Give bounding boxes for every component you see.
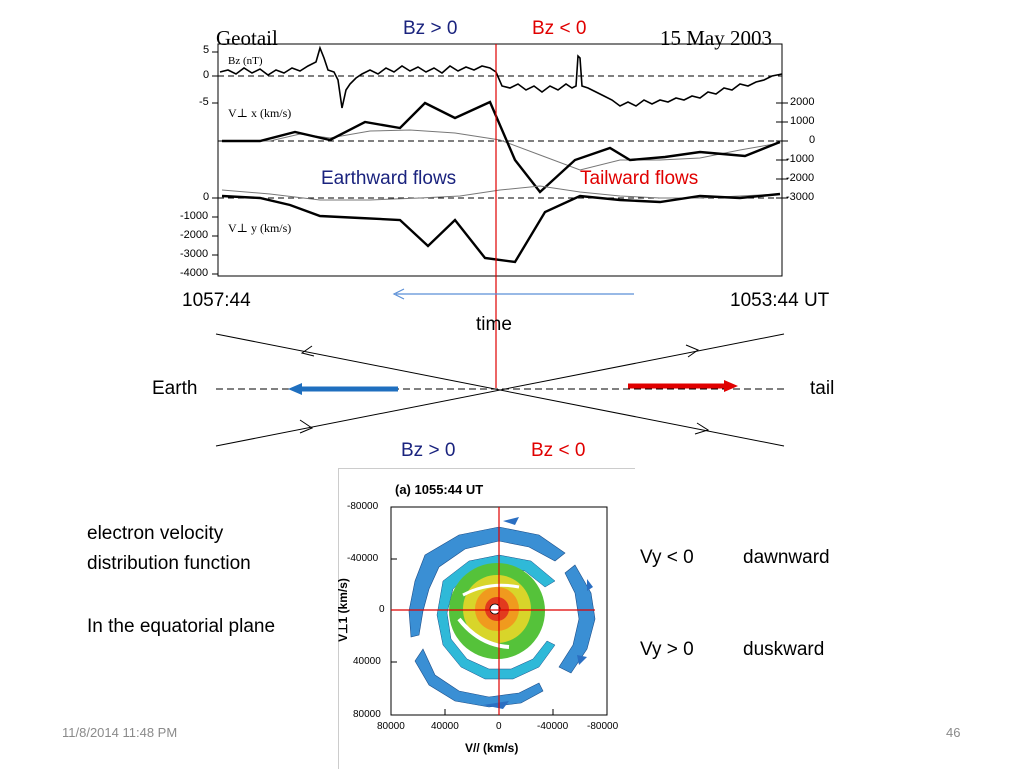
tailward-flows-label: Tailward flows	[580, 168, 699, 189]
slide-number: 46	[946, 725, 961, 740]
bz-negative-label-top: Bz < 0	[532, 18, 587, 39]
bz-tick-label: 0	[203, 69, 210, 81]
tail-label: tail	[810, 378, 835, 399]
vy-thick-trace	[221, 192, 781, 264]
earthward-flows-label: Earthward flows	[321, 168, 457, 189]
vx-tick-label: -1000	[786, 153, 815, 165]
side-text-line2: distribution function	[87, 553, 251, 574]
vx-tick-label: -3000	[786, 191, 815, 203]
vdf-y-tick: -40000	[347, 553, 379, 564]
vy-panel-label: V⊥ y (km/s)	[228, 221, 292, 235]
vx-panel-label: V⊥ x (km/s)	[228, 106, 292, 120]
vdf-x-tick: -80000	[587, 721, 619, 732]
vy-tick-label: -3000	[180, 248, 209, 260]
side-text-line1: electron velocity	[87, 523, 224, 544]
field-arrow	[300, 345, 315, 357]
vdf-x-tick: 40000	[431, 721, 459, 732]
vdf-x-tick: 0	[496, 721, 502, 732]
bz-positive-label-top: Bz > 0	[403, 18, 458, 39]
vy-tick-label: -4000	[180, 267, 209, 279]
field-arrow	[685, 344, 700, 358]
vdf-fragment	[577, 655, 587, 665]
vdf-x-tick: -40000	[537, 721, 569, 732]
vy-positive-direction: duskward	[743, 639, 825, 660]
time-left-label: 1057:44	[182, 290, 251, 311]
vdf-fragment	[503, 517, 519, 525]
vy-tick-label: -1000	[180, 210, 209, 222]
vdf-fragment	[483, 701, 509, 709]
bz-panel-label: Bz (nT)	[228, 55, 263, 67]
vx-tick-label: -2000	[786, 172, 815, 184]
side-text-line3: In the equatorial plane	[87, 616, 276, 637]
vy-tick-label: -2000	[180, 229, 209, 241]
bz-negative-label-bottom: Bz < 0	[531, 440, 586, 461]
spacecraft-name: Geotail	[216, 26, 278, 50]
time-axis-label: time	[476, 314, 512, 335]
earth-label: Earth	[152, 378, 198, 399]
earthward-arrow-head	[288, 383, 302, 395]
vy-negative-direction: dawnward	[743, 547, 830, 568]
vdf-outer-ring	[408, 526, 566, 638]
field-arrow	[299, 419, 314, 434]
vy-positive-label: Vy > 0	[640, 639, 694, 660]
vx-tick-label: 1000	[790, 115, 815, 127]
vdf-outer-ring	[558, 564, 596, 674]
bz-tick-label: 5	[203, 44, 210, 56]
vdf-x-axis-label: V// (km/s)	[465, 741, 519, 755]
vdf-y-axis-label: V⊥1 (km/s)	[335, 578, 350, 642]
vy-negative-label: Vy < 0	[640, 547, 694, 568]
field-arrow	[694, 422, 710, 435]
time-right-label: 1053:44 UT	[730, 290, 830, 311]
tailward-arrow-head	[724, 380, 738, 392]
velocity-distribution-panel: (a) 1055:44 UT V⊥1 (km/s) V// (km/s) -80…	[335, 468, 635, 769]
vx-tick-label: 0	[809, 134, 816, 146]
vdf-y-tick: 40000	[353, 656, 381, 667]
vdf-y-tick: 80000	[353, 709, 381, 720]
bz-tick-label: -5	[199, 96, 209, 108]
vdf-x-tick: 80000	[377, 721, 405, 732]
vdf-inner-ring	[436, 554, 556, 680]
vdf-y-tick: 0	[379, 604, 385, 615]
bz-positive-label-bottom: Bz > 0	[401, 440, 456, 461]
vdf-outer-ring	[414, 648, 544, 708]
vx-tick-label: 2000	[790, 96, 815, 108]
vdf-fragment	[587, 579, 593, 591]
vdf-y-tick: -80000	[347, 501, 379, 512]
vx-thick-trace	[222, 100, 781, 194]
vdf-title: (a) 1055:44 UT	[395, 482, 484, 497]
plot-date: 15 May 2003	[660, 26, 772, 50]
vy-tick-label: 0	[203, 191, 210, 203]
vdf-white-center	[489, 603, 501, 615]
slide-date: 11/8/2014 11:48 PM	[62, 725, 178, 740]
